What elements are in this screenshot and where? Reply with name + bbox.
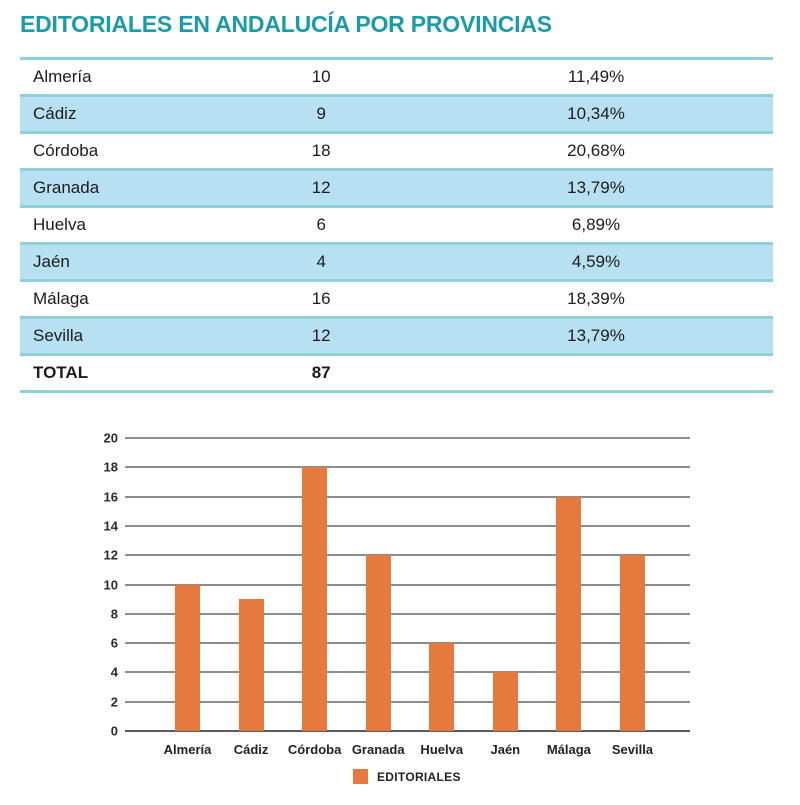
y-tick-label: 18 [103, 459, 118, 475]
legend-label: EDITORIALES [377, 769, 461, 784]
table-row: Málaga 16 18,39% [20, 282, 773, 319]
x-tick-label: Jaén [490, 742, 521, 757]
count-cell: 4 [316, 252, 326, 271]
count-cell: 6 [316, 215, 326, 234]
percent-cell: 6,89% [571, 215, 621, 234]
province-cell: Cádiz [33, 104, 77, 123]
bar-series: Almería Cádiz Córdoba Granada Huelva Jaén Mála… [125, 438, 690, 757]
y-axis-labels: 0 2 4 6 8 10 12 14 16 18 20 [80, 431, 118, 739]
bar-chart-plot: Almería Cádiz Córdoba Granada Huelva Jaén Mála… [125, 437, 690, 757]
table-row: Almería 10 11,49% [20, 60, 773, 97]
table-row: Granada 12 13,79% [20, 171, 773, 208]
gridline [125, 554, 690, 557]
bar-slot-cordoba: Córdoba [288, 438, 341, 757]
count-cell: 87 [311, 363, 331, 382]
bar-slot-sevilla: Sevilla [612, 438, 653, 757]
bar [175, 584, 200, 731]
x-tick-label: Córdoba [287, 742, 342, 757]
province-cell: Córdoba [33, 141, 99, 160]
percent-cell: 20,68% [567, 141, 625, 160]
province-cell: TOTAL [33, 363, 89, 382]
x-tick-label: Cádiz [233, 742, 269, 757]
y-tick-label: 10 [103, 577, 118, 592]
bar [302, 467, 328, 731]
province-cell: Sevilla [33, 326, 84, 345]
count-cell: 12 [311, 326, 331, 345]
province-cell: Huelva [33, 215, 86, 234]
gridline [125, 437, 690, 439]
gridline [125, 612, 690, 615]
table-total-row: TOTAL 87 [20, 356, 773, 393]
count-cell: 9 [316, 104, 326, 123]
bar-slot-granada: Granada [352, 438, 405, 757]
gridline [125, 700, 690, 703]
y-tick-label: 14 [103, 518, 118, 534]
province-cell: Málaga [33, 289, 89, 308]
legend-color-swatch-icon [353, 769, 368, 784]
bar-slot-jaen: Jaén [490, 438, 520, 757]
table-row: Córdoba 18 20,68% [20, 134, 773, 171]
percent-cell: 13,79% [567, 326, 625, 345]
count-cell: 10 [311, 67, 331, 86]
percent-cell: 4,59% [571, 252, 621, 271]
provinces-table: Almería 10 11,49% Cádiz 9 10,34% Córdoba… [20, 57, 773, 393]
x-tick-label: Huelva [420, 742, 464, 757]
table-row: Huelva 6 6,89% [20, 208, 773, 245]
count-cell: 18 [311, 141, 331, 160]
table-row: Sevilla 12 13,79% [20, 319, 773, 356]
table-row: Cádiz 9 10,34% [20, 97, 773, 134]
bar-slot-huelva: Huelva [420, 438, 463, 757]
bar [365, 555, 391, 731]
count-cell: 12 [311, 178, 331, 197]
bar-slot-cadiz: Cádiz [234, 438, 268, 757]
x-tick-label: Granada [351, 742, 405, 757]
gridline [125, 642, 690, 645]
bar [429, 643, 455, 731]
province-cell: Jaén [33, 252, 70, 271]
x-tick-label: Sevilla [611, 742, 654, 757]
gridline [125, 524, 690, 527]
y-tick-label: 0 [110, 723, 118, 739]
y-tick-label: 2 [110, 694, 118, 710]
y-tick-label: 4 [110, 664, 118, 680]
percent-cell: 10,34% [567, 104, 625, 123]
percent-cell: 18,39% [567, 289, 625, 308]
x-tick-label: Málaga [546, 742, 591, 757]
percent-cell: 13,79% [567, 178, 625, 197]
province-cell: Almería [33, 67, 92, 86]
bar-slot-malaga: Málaga [547, 438, 591, 757]
gridline [125, 671, 690, 674]
gridline [125, 495, 690, 498]
percent-cell: 11,49% [567, 67, 625, 86]
y-tick-label: 12 [103, 547, 118, 563]
chart-legend: EDITORIALES [353, 769, 461, 784]
x-axis-line [125, 730, 690, 732]
y-tick-label: 20 [103, 430, 118, 446]
gridline [125, 583, 690, 586]
bar [556, 496, 582, 731]
count-cell: 16 [311, 289, 331, 308]
gridline [125, 466, 690, 469]
bar [492, 672, 518, 731]
y-tick-label: 8 [110, 606, 118, 622]
y-tick-label: 16 [103, 489, 118, 505]
x-tick-label: Almería [163, 742, 212, 757]
bar [238, 599, 264, 731]
bar-slot-almeria: Almería [164, 438, 211, 757]
table-row: Jaén 4 4,59% [20, 245, 773, 282]
y-tick-label: 6 [110, 635, 118, 651]
bar [619, 555, 645, 731]
page-title: EDITORIALES EN ANDALUCÍA POR PROVINCIAS [20, 11, 552, 37]
province-cell: Granada [33, 178, 100, 197]
